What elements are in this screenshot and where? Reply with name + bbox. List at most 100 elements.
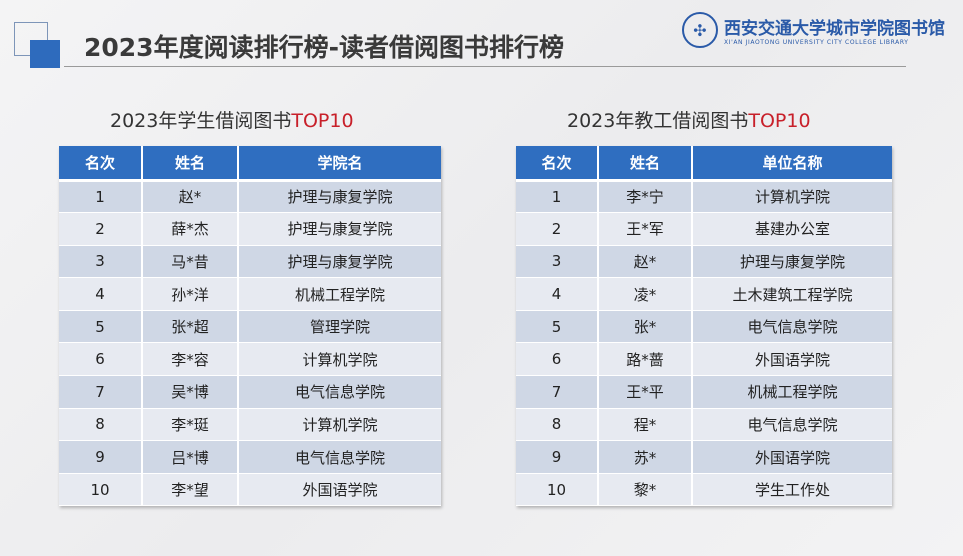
rank-cell: 4 bbox=[59, 277, 143, 311]
rank-cell: 1 bbox=[516, 180, 599, 214]
rank-cell: 2 bbox=[59, 212, 143, 246]
unit-cell: 计算机学院 bbox=[238, 408, 441, 442]
name-cell: 黎* bbox=[598, 473, 693, 507]
table-row: 2 薛*杰 护理与康复学院 bbox=[59, 212, 441, 246]
name-cell: 赵* bbox=[598, 245, 693, 279]
table-row: 8 李*珽 计算机学院 bbox=[59, 408, 441, 442]
rank-cell: 6 bbox=[516, 342, 599, 377]
name-cell: 程* bbox=[598, 408, 693, 442]
table-row: 10 黎* 学生工作处 bbox=[516, 473, 892, 507]
table-row: 8 程* 电气信息学院 bbox=[516, 408, 892, 442]
table-row: 10 李*望 外国语学院 bbox=[59, 473, 441, 507]
rank-cell: 5 bbox=[516, 310, 599, 344]
unit-cell: 学生工作处 bbox=[692, 473, 892, 507]
unit-cell: 外国语学院 bbox=[692, 440, 892, 474]
name-cell: 薛*杰 bbox=[142, 212, 239, 246]
column-header: 学院名 bbox=[238, 146, 441, 182]
name-cell: 孙*洋 bbox=[142, 277, 239, 311]
column-header: 姓名 bbox=[142, 146, 239, 182]
table-row: 2 王*军 基建办公室 bbox=[516, 212, 892, 246]
column-header: 姓名 bbox=[598, 146, 693, 182]
university-seal-icon: ✣ bbox=[682, 12, 718, 48]
rank-cell: 1 bbox=[59, 180, 143, 214]
rank-cell: 5 bbox=[59, 310, 143, 344]
name-cell: 李*宁 bbox=[598, 180, 693, 214]
unit-cell: 计算机学院 bbox=[238, 342, 441, 377]
name-cell: 李*容 bbox=[142, 342, 239, 377]
unit-cell: 电气信息学院 bbox=[692, 310, 892, 344]
table-row: 3 马*昔 护理与康复学院 bbox=[59, 245, 441, 279]
table-row: 9 吕*博 电气信息学院 bbox=[59, 440, 441, 474]
table-row: 1 赵* 护理与康复学院 bbox=[59, 180, 441, 214]
name-cell: 王*军 bbox=[598, 212, 693, 246]
unit-cell: 机械工程学院 bbox=[692, 375, 892, 409]
unit-cell: 土木建筑工程学院 bbox=[692, 277, 892, 311]
column-header: 名次 bbox=[516, 146, 599, 182]
logo-en: XI'AN JIAOTONG UNIVERSITY CITY COLLEGE L… bbox=[724, 39, 909, 46]
unit-cell: 机械工程学院 bbox=[238, 277, 441, 311]
name-cell: 赵* bbox=[142, 180, 239, 214]
unit-cell: 护理与康复学院 bbox=[238, 245, 441, 279]
students-title-text: 2023年学生借阅图书 bbox=[110, 110, 292, 132]
table-row: 9 苏* 外国语学院 bbox=[516, 440, 892, 474]
rank-cell: 3 bbox=[59, 245, 143, 279]
rank-cell: 7 bbox=[516, 375, 599, 409]
decor-square-filled bbox=[30, 40, 60, 68]
unit-cell: 电气信息学院 bbox=[692, 408, 892, 442]
unit-cell: 管理学院 bbox=[238, 310, 441, 344]
students-table-title: 2023年学生借阅图书TOP10 bbox=[110, 106, 354, 133]
rank-cell: 9 bbox=[516, 440, 599, 474]
rank-cell: 7 bbox=[59, 375, 143, 409]
table-row: 5 张* 电气信息学院 bbox=[516, 310, 892, 344]
staff-title-text: 2023年教工借阅图书 bbox=[567, 110, 749, 132]
staff-title-highlight: TOP10 bbox=[748, 110, 811, 132]
students-title-highlight: TOP10 bbox=[291, 110, 354, 132]
unit-cell: 计算机学院 bbox=[692, 180, 892, 214]
unit-cell: 护理与康复学院 bbox=[692, 245, 892, 279]
page-title: 2023年度阅读排行榜-读者借阅图书排行榜 bbox=[84, 33, 564, 62]
unit-cell: 基建办公室 bbox=[692, 212, 892, 246]
unit-cell: 电气信息学院 bbox=[238, 440, 441, 474]
name-cell: 王*平 bbox=[598, 375, 693, 409]
table-row: 7 王*平 机械工程学院 bbox=[516, 375, 892, 409]
staff-table: 名次 姓名 单位名称 1 李*宁 计算机学院 2 王*军 基建办公室 3 赵* 护理与康复学院 4 凌*… bbox=[516, 146, 892, 507]
name-cell: 张*超 bbox=[142, 310, 239, 344]
rank-cell: 8 bbox=[59, 408, 143, 442]
table-row: 4 凌* 土木建筑工程学院 bbox=[516, 277, 892, 311]
library-logo: ✣ 西安交通大学城市学院图书馆 XI'AN JIAOTONG UNIVERSIT… bbox=[682, 12, 945, 48]
unit-cell: 外国语学院 bbox=[238, 473, 441, 507]
table-row: 6 李*容 计算机学院 bbox=[59, 342, 441, 377]
table-row: 4 孙*洋 机械工程学院 bbox=[59, 277, 441, 311]
name-cell: 李*望 bbox=[142, 473, 239, 507]
unit-cell: 外国语学院 bbox=[692, 342, 892, 377]
rank-cell: 10 bbox=[516, 473, 599, 507]
logo-cn: 西安交通大学城市学院图书馆 bbox=[724, 19, 945, 39]
column-header: 单位名称 bbox=[692, 146, 892, 182]
unit-cell: 电气信息学院 bbox=[238, 375, 441, 409]
rank-cell: 8 bbox=[516, 408, 599, 442]
rank-cell: 4 bbox=[516, 277, 599, 311]
column-header: 名次 bbox=[59, 146, 143, 182]
name-cell: 吴*博 bbox=[142, 375, 239, 409]
students-table: 名次 姓名 学院名 1 赵* 护理与康复学院 2 薛*杰 护理与康复学院 3 马*昔 护理与康复学院… bbox=[59, 146, 441, 507]
table-row: 7 吴*博 电气信息学院 bbox=[59, 375, 441, 409]
table-row: 1 李*宁 计算机学院 bbox=[516, 180, 892, 214]
unit-cell: 护理与康复学院 bbox=[238, 180, 441, 214]
table-row: 6 路*蔷 外国语学院 bbox=[516, 342, 892, 377]
name-cell: 凌* bbox=[598, 277, 693, 311]
name-cell: 吕*博 bbox=[142, 440, 239, 474]
unit-cell: 护理与康复学院 bbox=[238, 212, 441, 246]
staff-table-title: 2023年教工借阅图书TOP10 bbox=[567, 106, 811, 133]
rank-cell: 2 bbox=[516, 212, 599, 246]
rank-cell: 10 bbox=[59, 473, 143, 507]
rank-cell: 9 bbox=[59, 440, 143, 474]
rank-cell: 6 bbox=[59, 342, 143, 377]
table-row: 3 赵* 护理与康复学院 bbox=[516, 245, 892, 279]
table-row: 5 张*超 管理学院 bbox=[59, 310, 441, 344]
name-cell: 张* bbox=[598, 310, 693, 344]
name-cell: 李*珽 bbox=[142, 408, 239, 442]
title-divider bbox=[64, 66, 906, 67]
rank-cell: 3 bbox=[516, 245, 599, 279]
name-cell: 苏* bbox=[598, 440, 693, 474]
name-cell: 马*昔 bbox=[142, 245, 239, 279]
